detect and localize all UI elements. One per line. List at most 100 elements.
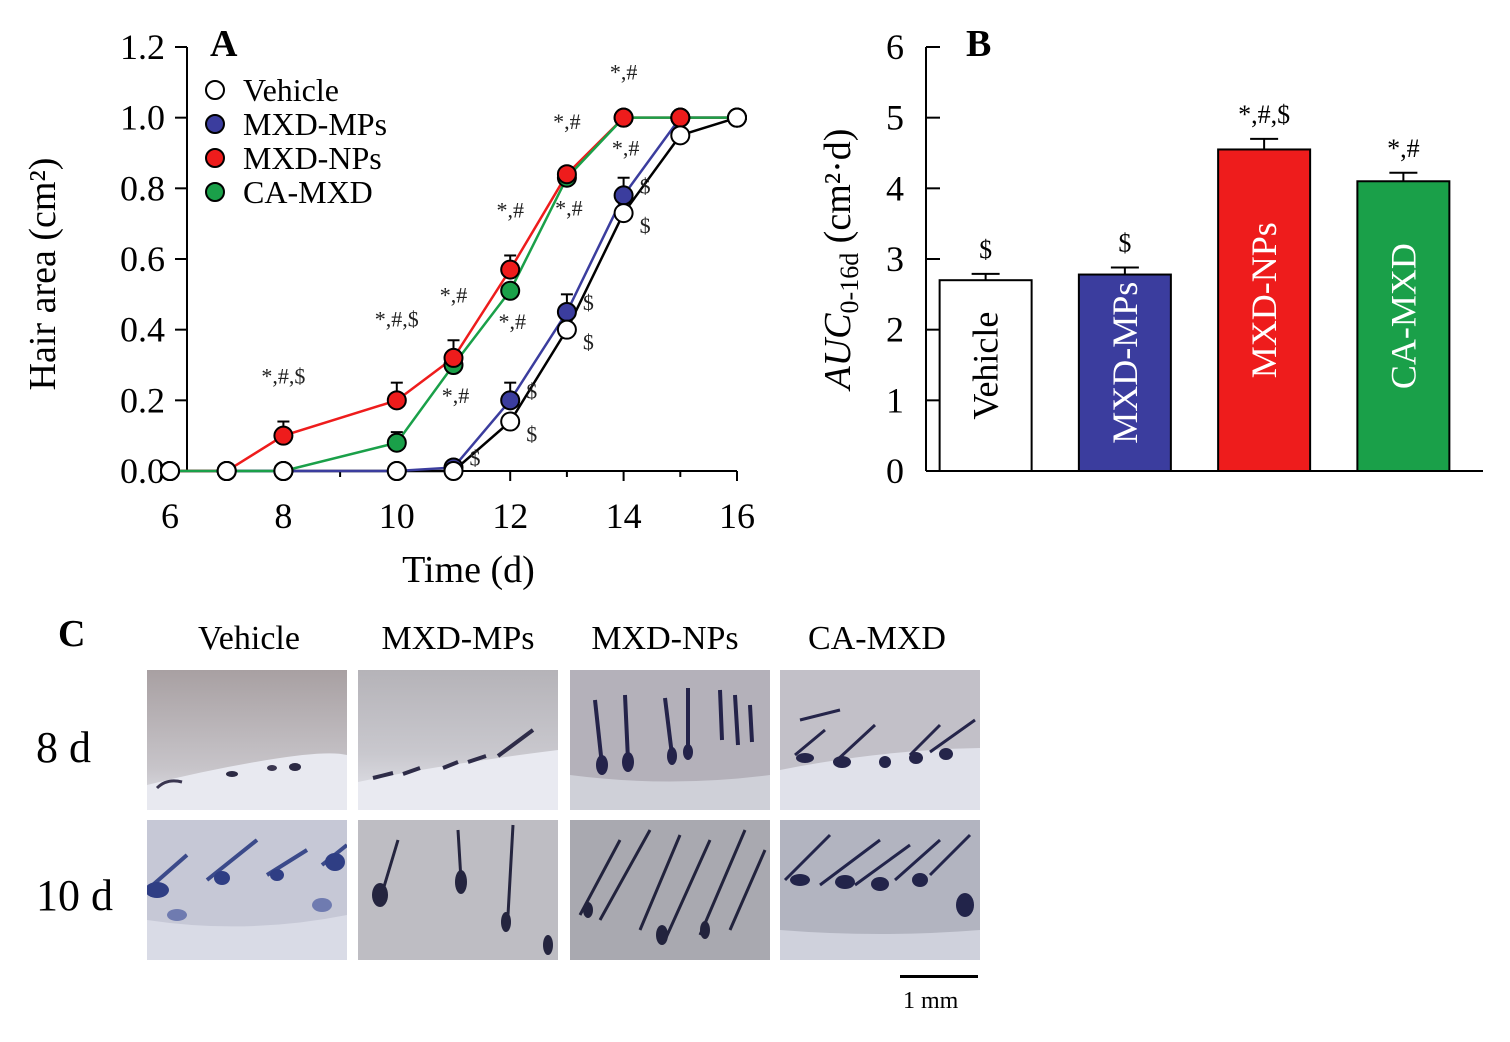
data-point-Vehicle: [160, 461, 180, 481]
significance-annotation: *,#: [553, 109, 581, 134]
y-tick-label: 0.0: [120, 451, 165, 491]
bar-category-label: MXD-MPs: [1105, 282, 1145, 444]
significance-annotation: *,#: [498, 309, 526, 334]
significance-annotation: *,#: [442, 383, 470, 408]
bar-significance-annotation: $: [1118, 228, 1131, 257]
data-point-Vehicle: [216, 461, 237, 481]
significance-annotation: *,#: [555, 196, 583, 221]
significance-annotation: $: [526, 422, 537, 447]
significance-annotation: $: [583, 330, 594, 355]
significance-annotation: $: [526, 378, 537, 403]
significance-annotation: $: [470, 445, 481, 470]
micrograph-ca-mxd-10d: [780, 820, 980, 960]
y-tick-label: 1.2: [120, 27, 165, 67]
y-axis-label: Hair area (cm²): [22, 158, 64, 391]
image-row-label: 10 d: [36, 871, 113, 920]
data-point-Vehicle: [556, 319, 577, 340]
significance-annotation: $: [640, 173, 651, 198]
legend-label: Vehicle: [243, 72, 339, 108]
image-column-label: MXD-NPs: [591, 620, 739, 657]
data-point-MXD-NPs: [500, 259, 521, 280]
bar-y-tick-label: 6: [886, 27, 904, 67]
data-point-MXD-MPs: [500, 390, 521, 411]
bar-y-tick-label: 5: [886, 98, 904, 138]
data-point-Vehicle: [273, 461, 294, 481]
significance-annotation: *,#: [440, 282, 468, 307]
significance-annotation: *,#: [610, 60, 638, 85]
legend-marker: [205, 114, 225, 134]
significance-annotation: *,#: [612, 136, 640, 161]
data-point-MXD-MPs: [556, 302, 577, 322]
scale-bar: [900, 975, 978, 978]
image-row-label: 8 d: [36, 723, 91, 772]
data-point-MXD-NPs: [613, 107, 634, 128]
data-point-MXD-NPs: [443, 347, 464, 368]
bar-MXD-NPs: [1217, 148, 1312, 472]
significance-annotation: *,#,$: [261, 364, 305, 389]
data-point-CA-MXD: [500, 280, 521, 301]
legend-label: CA-MXD: [243, 174, 373, 210]
y-tick-label: 0.8: [120, 168, 165, 208]
bar-significance-annotation: *,#,$: [1238, 100, 1290, 129]
x-tick-label: 10: [379, 496, 415, 536]
bar-category-label: Vehicle: [966, 312, 1006, 420]
micrograph-mxd-nps-8d: [570, 670, 770, 810]
series-line-CA-MXD: [170, 116, 737, 473]
x-axis-label: Time (d): [402, 549, 535, 591]
data-point-MXD-NPs: [556, 164, 577, 185]
micrograph-mxd-nps-10d: [570, 820, 770, 960]
bar-category-label: CA-MXD: [1383, 243, 1423, 389]
data-point-Vehicle: [500, 411, 521, 432]
x-tick-label: 12: [492, 496, 528, 536]
legend-label: MXD-MPs: [243, 106, 387, 142]
significance-annotation: $: [583, 290, 594, 315]
data-point-CA-MXD: [386, 432, 407, 453]
panel-label-c: C: [58, 613, 86, 655]
image-column-label: CA-MXD: [808, 620, 946, 657]
image-column-label: MXD-MPs: [381, 620, 535, 657]
data-point-Vehicle: [613, 203, 634, 224]
data-point-MXD-NPs: [670, 107, 691, 128]
bar-y-tick-label: 1: [886, 380, 904, 420]
bar-y-tick-label: 3: [886, 239, 904, 279]
micrograph-vehicle-10d: [147, 820, 347, 960]
legend-marker: [205, 182, 225, 202]
bar-significance-annotation: *,#: [1387, 134, 1420, 163]
data-point-MXD-NPs: [273, 425, 294, 446]
scale-bar-label: 1 mm: [903, 988, 959, 1014]
panel-label-a: A: [210, 23, 238, 65]
bar-significance-annotation: $: [979, 235, 992, 264]
bar-y-tick-label: 4: [886, 168, 904, 208]
micrograph-ca-mxd-8d: [780, 670, 980, 810]
significance-annotation: *,#,$: [375, 307, 419, 332]
significance-annotation: $: [640, 213, 651, 238]
data-point-MXD-NPs: [386, 390, 407, 411]
data-point-MXD-MPs: [613, 185, 634, 206]
data-point-Vehicle: [443, 461, 464, 481]
data-point-Vehicle: [727, 107, 747, 128]
micrograph-vehicle-8d: [147, 670, 347, 810]
y-tick-label: 0.6: [120, 239, 165, 279]
legend-label: MXD-NPs: [243, 140, 382, 176]
bar-y-tick-label: 0: [886, 451, 904, 491]
micrograph-mxd-mps-10d: [358, 820, 558, 960]
bar-y-tick-label: 2: [886, 310, 904, 350]
micrograph-mxd-mps-8d: [358, 670, 558, 810]
image-column-label: Vehicle: [198, 620, 300, 657]
legend-marker: [205, 148, 225, 168]
panel-label-b: B: [966, 23, 992, 65]
x-tick-label: 6: [161, 496, 179, 536]
bar-category-label: MXD-NPs: [1244, 222, 1284, 378]
x-tick-label: 8: [274, 496, 292, 536]
bar-MXD-MPs: [1077, 273, 1172, 472]
legend-marker: [205, 80, 225, 100]
x-tick-label: 14: [606, 496, 642, 536]
significance-annotation: *,#: [496, 197, 524, 222]
x-tick-label: 16: [719, 496, 755, 536]
data-point-Vehicle: [670, 125, 691, 146]
y-tick-label: 1.0: [120, 98, 165, 138]
bar-y-axis-label: AUC0-16d (cm²·d): [817, 129, 864, 393]
y-tick-label: 0.2: [120, 380, 165, 420]
bar-CA-MXD: [1356, 180, 1451, 472]
